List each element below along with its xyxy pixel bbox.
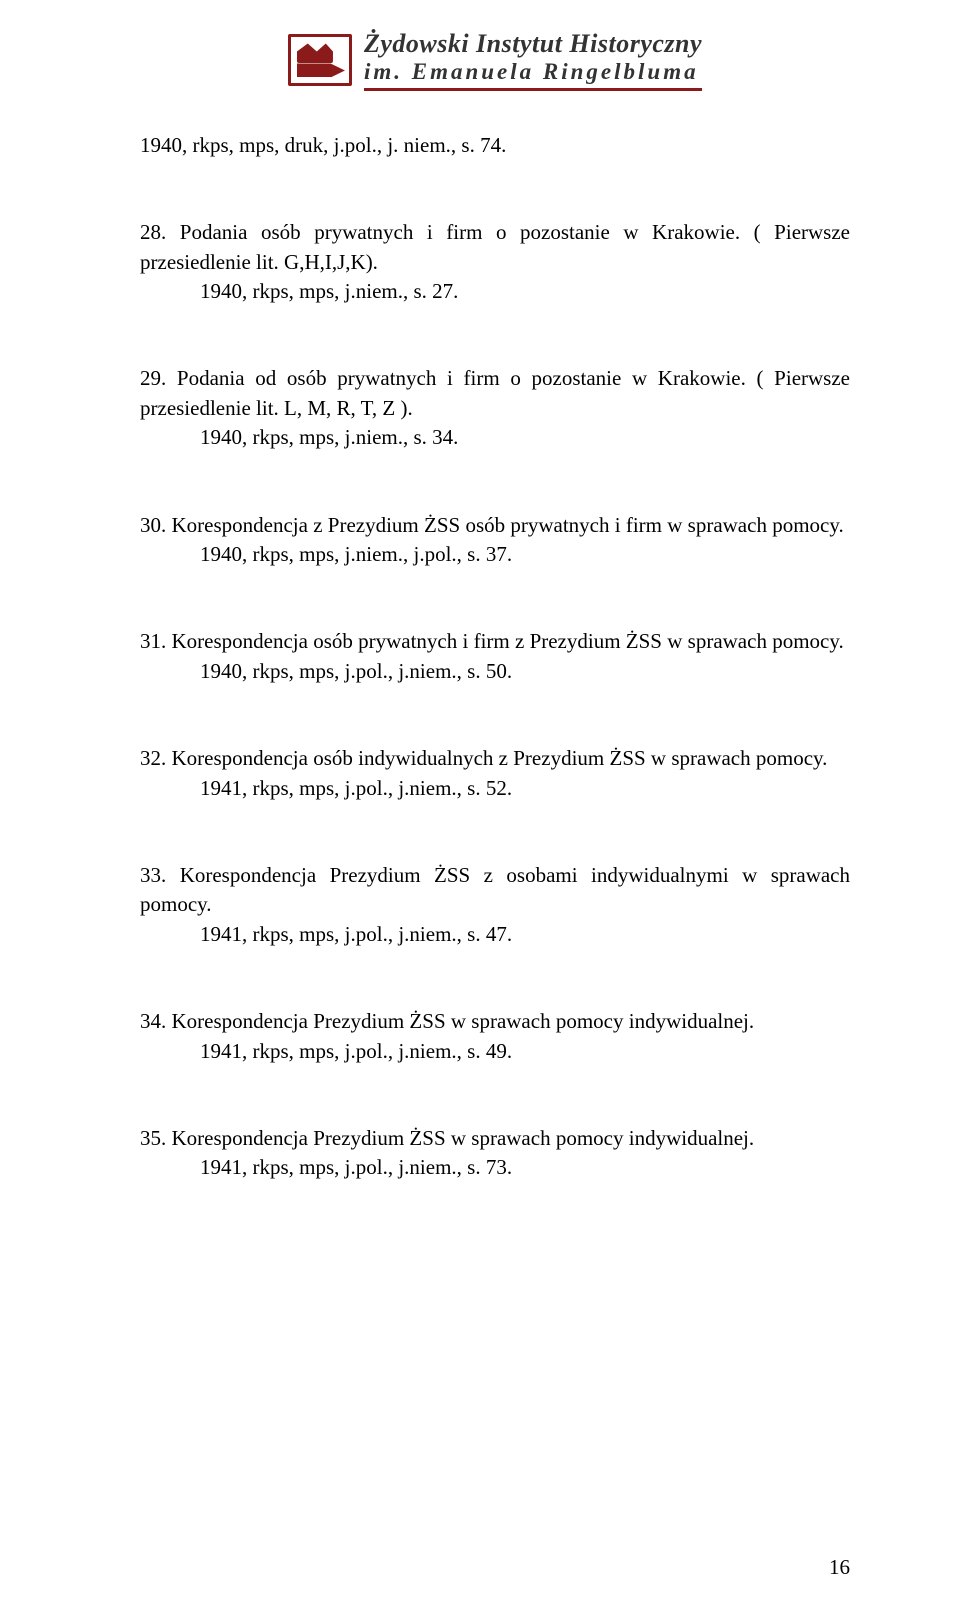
entry-title: 34. Korespondencja Prezydium ŻSS w spraw… <box>140 1007 850 1036</box>
entry-title: 32. Korespondencja osób indywidualnych z… <box>140 744 850 773</box>
entry-title: 28. Podania osób prywatnych i firm o poz… <box>140 218 850 277</box>
entry-32: 32. Korespondencja osób indywidualnych z… <box>140 744 850 803</box>
page-number: 16 <box>829 1555 850 1580</box>
entry-title: 31. Korespondencja osób prywatnych i fir… <box>140 627 850 656</box>
entry-detail: 1940, rkps, mps, j.pol., j.niem., s. 50. <box>140 657 850 686</box>
entry-34: 34. Korespondencja Prezydium ŻSS w spraw… <box>140 1007 850 1066</box>
logo-text: Żydowski Instytut Historyczny im. Emanue… <box>364 30 702 91</box>
entry-title: 30. Korespondencja z Prezydium ŻSS osób … <box>140 511 850 540</box>
entry-28: 28. Podania osób prywatnych i firm o poz… <box>140 218 850 306</box>
logo-line-2: im. Emanuela Ringelbluma <box>364 59 702 84</box>
entry-detail: 1941, rkps, mps, j.pol., j.niem., s. 52. <box>140 774 850 803</box>
entry-detail: 1941, rkps, mps, j.pol., j.niem., s. 47. <box>140 920 850 949</box>
entry-31: 31. Korespondencja osób prywatnych i fir… <box>140 627 850 686</box>
entry-30: 30. Korespondencja z Prezydium ŻSS osób … <box>140 511 850 570</box>
entry-title: 35. Korespondencja Prezydium ŻSS w spraw… <box>140 1124 850 1153</box>
entry-title: 33. Korespondencja Prezydium ŻSS z osoba… <box>140 861 850 920</box>
entry-detail: 1940, rkps, mps, j.niem., j.pol., s. 37. <box>140 540 850 569</box>
entry-title: 29. Podania od osób prywatnych i firm o … <box>140 364 850 423</box>
logo-mark-icon <box>288 34 352 86</box>
institution-logo: Żydowski Instytut Historyczny im. Emanue… <box>140 30 850 91</box>
logo-line-1: Żydowski Instytut Historyczny <box>364 30 702 59</box>
entry-33: 33. Korespondencja Prezydium ŻSS z osoba… <box>140 861 850 949</box>
entry-detail: 1941, rkps, mps, j.pol., j.niem., s. 73. <box>140 1153 850 1182</box>
entry-detail: 1940, rkps, mps, j.niem., s. 34. <box>140 423 850 452</box>
entry-35: 35. Korespondencja Prezydium ŻSS w spraw… <box>140 1124 850 1183</box>
entry-29: 29. Podania od osób prywatnych i firm o … <box>140 364 850 452</box>
entry-detail: 1941, rkps, mps, j.pol., j.niem., s. 49. <box>140 1037 850 1066</box>
entry-detail: 1940, rkps, mps, druk, j.pol., j. niem.,… <box>140 131 850 160</box>
entry-continuation: 1940, rkps, mps, druk, j.pol., j. niem.,… <box>140 131 850 160</box>
entry-detail: 1940, rkps, mps, j.niem., s. 27. <box>140 277 850 306</box>
